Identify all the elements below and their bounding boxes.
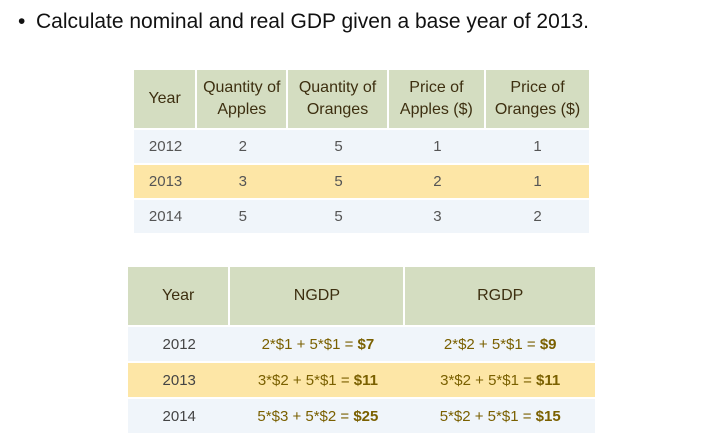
cell-year: 2012 bbox=[128, 325, 231, 361]
table-row: 2013 3*$2 + 5*$1 = $11 3*$2 + 5*$1 = $11 bbox=[128, 361, 595, 397]
cell-quantity-oranges: 5 bbox=[288, 198, 389, 233]
gdp-table: Year NGDP RGDP 2012 2*$1 + 5*$1 = $7 2*$… bbox=[128, 267, 595, 433]
rgdp-value: $11 bbox=[536, 371, 561, 389]
table-row: 2012 2 5 1 1 bbox=[134, 128, 589, 163]
table-row: 2013 3 5 2 1 bbox=[134, 163, 589, 198]
cell-price-oranges: 1 bbox=[486, 128, 589, 163]
cell-rgdp: 2*$2 + 5*$1 = $9 bbox=[405, 325, 595, 361]
ngdp-value: $7 bbox=[357, 335, 375, 353]
ngdp-expression: 2*$1 + 5*$1 = bbox=[261, 335, 358, 353]
ngdp-value: $11 bbox=[353, 371, 378, 389]
bullet-icon: • bbox=[18, 10, 26, 33]
header-quantity-oranges: Quantity of Oranges bbox=[288, 70, 389, 128]
header-year: Year bbox=[134, 70, 198, 128]
rgdp-value: $9 bbox=[539, 335, 557, 353]
cell-price-apples: 3 bbox=[388, 198, 487, 233]
cell-year: 2013 bbox=[128, 361, 231, 397]
cell-rgdp: 3*$2 + 5*$1 = $11 bbox=[405, 361, 595, 397]
cell-year: 2014 bbox=[134, 198, 198, 233]
cell-rgdp: 5*$2 + 5*$1 = $15 bbox=[405, 397, 595, 433]
header-quantity-apples: Quantity of Apples bbox=[197, 70, 289, 128]
cell-quantity-oranges: 5 bbox=[288, 128, 389, 163]
table-header-row: Year Quantity of Apples Quantity of Oran… bbox=[134, 70, 589, 128]
rgdp-expression: 5*$2 + 5*$1 = bbox=[439, 407, 536, 425]
table-header-row: Year NGDP RGDP bbox=[128, 267, 595, 325]
quantities-prices-table: Year Quantity of Apples Quantity of Oran… bbox=[134, 70, 589, 233]
rgdp-value: $15 bbox=[535, 407, 561, 425]
header-ngdp: NGDP bbox=[230, 267, 406, 325]
table-row: 2012 2*$1 + 5*$1 = $7 2*$2 + 5*$1 = $9 bbox=[128, 325, 595, 361]
cell-ngdp: 2*$1 + 5*$1 = $7 bbox=[230, 325, 406, 361]
rgdp-expression: 2*$2 + 5*$1 = bbox=[443, 335, 540, 353]
cell-year: 2012 bbox=[134, 128, 198, 163]
cell-price-oranges: 2 bbox=[486, 198, 589, 233]
ngdp-value: $25 bbox=[353, 407, 379, 425]
header-price-oranges: Price of Oranges ($) bbox=[486, 70, 589, 128]
cell-quantity-apples: 3 bbox=[197, 163, 289, 198]
header-rgdp: RGDP bbox=[405, 267, 595, 325]
cell-price-apples: 1 bbox=[388, 128, 487, 163]
cell-year: 2014 bbox=[128, 397, 231, 433]
cell-price-oranges: 1 bbox=[486, 163, 589, 198]
ngdp-expression: 5*$3 + 5*$2 = bbox=[257, 407, 354, 425]
table-row: 2014 5 5 3 2 bbox=[134, 198, 589, 233]
cell-ngdp: 5*$3 + 5*$2 = $25 bbox=[230, 397, 406, 433]
cell-year: 2013 bbox=[134, 163, 198, 198]
bullet-label: Calculate nominal and real GDP given a b… bbox=[36, 10, 589, 33]
cell-quantity-apples: 2 bbox=[197, 128, 289, 163]
ngdp-expression: 3*$2 + 5*$1 = bbox=[257, 371, 354, 389]
header-year: Year bbox=[128, 267, 231, 325]
bullet-text: • Calculate nominal and real GDP given a … bbox=[18, 10, 589, 34]
rgdp-expression: 3*$2 + 5*$1 = bbox=[440, 371, 537, 389]
cell-quantity-oranges: 5 bbox=[288, 163, 389, 198]
header-price-apples: Price of Apples ($) bbox=[388, 70, 487, 128]
cell-price-apples: 2 bbox=[388, 163, 487, 198]
cell-ngdp: 3*$2 + 5*$1 = $11 bbox=[230, 361, 406, 397]
table-row: 2014 5*$3 + 5*$2 = $25 5*$2 + 5*$1 = $15 bbox=[128, 397, 595, 433]
cell-quantity-apples: 5 bbox=[197, 198, 289, 233]
